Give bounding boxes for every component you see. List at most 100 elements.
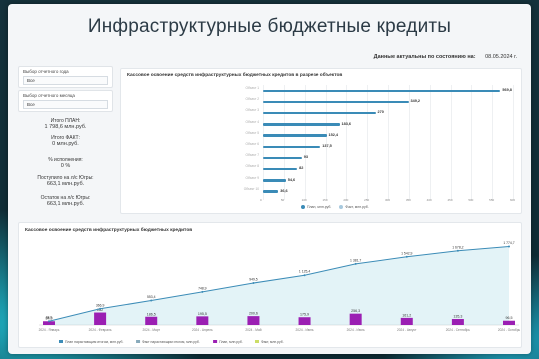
x-tick-label: 550: [489, 198, 495, 202]
objects-chart-title: Кассовое освоение средств инфраструктурн…: [127, 73, 343, 78]
actual-date-value: 08.05.2024 г.: [485, 54, 517, 60]
cumulative-label: 1 381,7: [350, 258, 361, 262]
year-filter[interactable]: Выбор отчетного года Все: [18, 66, 113, 88]
month-bar-label: 256,3: [351, 309, 360, 313]
month-bar[interactable]: [145, 316, 158, 325]
bar-plan[interactable]: [263, 145, 321, 148]
month-bar[interactable]: [503, 320, 515, 325]
bar-value-label: 569,8: [502, 88, 512, 92]
year-filter-select[interactable]: Все: [23, 76, 108, 85]
month-category-label: 2024 - Апрель: [192, 328, 213, 332]
cumulative-point[interactable]: [303, 274, 306, 277]
bar-category-label: Объект 9: [245, 175, 259, 180]
x-tick-label: 200: [343, 198, 349, 202]
month-bar-label: 200,6: [249, 312, 258, 316]
bar-plan[interactable]: [263, 167, 298, 171]
x-tick-label: 300: [385, 198, 391, 202]
bar-plan[interactable]: [263, 179, 286, 182]
gridline: [408, 85, 410, 200]
bar-plan[interactable]: [263, 89, 501, 92]
cumulative-label: 84,9: [46, 316, 53, 320]
gridline: [367, 85, 369, 200]
month-bar[interactable]: [43, 321, 55, 325]
actual-date-label: Данные актуальны по состоянию на:: [373, 54, 476, 60]
bar-row: Объект 8 82: [121, 165, 521, 174]
month-bar[interactable]: [247, 316, 260, 325]
cumulative-point[interactable]: [508, 245, 510, 248]
cumulative-label: 553,4: [147, 295, 156, 299]
month-filter-select[interactable]: Все: [23, 100, 108, 109]
bar-value-label: 36,6: [280, 188, 288, 193]
cumulative-label: 1 678,2: [452, 245, 463, 249]
month-bar[interactable]: [196, 316, 209, 325]
bar-value-label: 152,4: [328, 132, 339, 137]
legend-swatch: [255, 340, 259, 343]
cumulative-point[interactable]: [150, 299, 153, 302]
month-filter[interactable]: Выбор отчетного месяца Все: [18, 90, 113, 112]
kpi-balance-value: 663,1 млн.руб.: [46, 201, 85, 207]
gridline: [263, 85, 264, 200]
month-bar[interactable]: [94, 312, 107, 325]
legend-fact-label: Факт, млн.руб.: [345, 205, 369, 209]
gridline: [450, 85, 452, 200]
legend-label: План, млн.руб.: [219, 340, 243, 344]
cumulative-line: [48, 246, 510, 322]
bar-row: Объект 1 569,8: [121, 86, 521, 96]
monthly-chart-panel: Кассовое освоение средств инфраструктурн…: [18, 222, 522, 348]
kpi-plan-label: Итого ПЛАН:: [50, 118, 81, 124]
cumulative-point[interactable]: [48, 320, 50, 323]
legend-plan-label: План, млн.руб.: [307, 205, 332, 209]
bar-value-label: 137,5: [322, 144, 332, 148]
cumulative-point[interactable]: [201, 290, 204, 293]
bar-category-label: Объект 7: [245, 153, 259, 158]
month-bar-label: 96,5: [506, 316, 513, 320]
month-category-label: 2024 - Март: [142, 328, 160, 332]
month-bar-label: 161,2: [402, 313, 411, 317]
bar-category-label: Объект 1: [245, 86, 259, 90]
legend-fact: Факт, млн.руб.: [339, 205, 369, 210]
month-category-label: 2024 - Июль: [347, 328, 365, 332]
month-filter-label: Выбор отчетного месяца: [23, 93, 75, 98]
bar-plan[interactable]: [263, 111, 376, 115]
kpi-plan-value: 1 798,6 млн.руб.: [44, 124, 87, 130]
kpi-fact-label: Итого ФАКТ:: [51, 135, 80, 141]
bar-value-label: 54,6: [287, 177, 296, 182]
bar-plan[interactable]: [263, 190, 279, 193]
bar-plan[interactable]: [263, 123, 340, 126]
gridline: [346, 85, 348, 200]
bar-category-label: Объект 2: [245, 97, 259, 102]
cumulative-point[interactable]: [99, 307, 102, 310]
cumulative-point[interactable]: [252, 282, 255, 285]
cumulative-point[interactable]: [456, 249, 459, 252]
bar-plan[interactable]: [263, 156, 302, 160]
bar-value-label: 270: [377, 110, 384, 115]
cumulative-point[interactable]: [405, 255, 408, 258]
cumulative-point[interactable]: [354, 262, 357, 265]
kpi-received-value: 663,1 млн.руб.: [46, 181, 85, 187]
bar-plan[interactable]: [263, 100, 409, 104]
month-bar[interactable]: [400, 317, 413, 325]
month-bar[interactable]: [451, 319, 464, 325]
bar-row: Объект 6 137,5: [121, 142, 521, 152]
month-bar[interactable]: [349, 313, 362, 325]
kpi-received-label: Поступило на л/с Югры:: [37, 175, 94, 181]
monthly-chart: 84,9 2024 - Январь 282 2024 - Февраль 186,5 2…: [39, 241, 521, 344]
month-category-label: 2024 - Январь: [39, 328, 60, 332]
bar-row: Объект 4 183,6: [121, 120, 521, 130]
month-bar[interactable]: [298, 317, 311, 325]
bar-plan[interactable]: [263, 134, 327, 137]
objects-chart-panel: Кассовое освоение средств инфраструктурн…: [120, 68, 522, 214]
page-title: Инфраструктурные бюджетные кредиты: [87, 16, 452, 37]
gridline: [513, 85, 514, 200]
month-bar-label: 135,3: [453, 315, 462, 319]
cumulative-label: 1 774,7: [503, 241, 514, 245]
legend-swatch: [213, 340, 218, 343]
bar-value-label: 349,2: [410, 99, 421, 104]
legend-plan: План, млн.руб.: [301, 205, 332, 210]
month-category-label: 2024 - Август: [397, 328, 417, 332]
cumulative-label: 1 125,4: [299, 270, 310, 274]
month-bar-label: 175,9: [300, 313, 309, 317]
kpi-percent: % исполнения: 0 %: [18, 157, 113, 169]
month-bar-label: 282: [97, 308, 103, 312]
bar-category-label: Объект 8: [245, 164, 259, 169]
